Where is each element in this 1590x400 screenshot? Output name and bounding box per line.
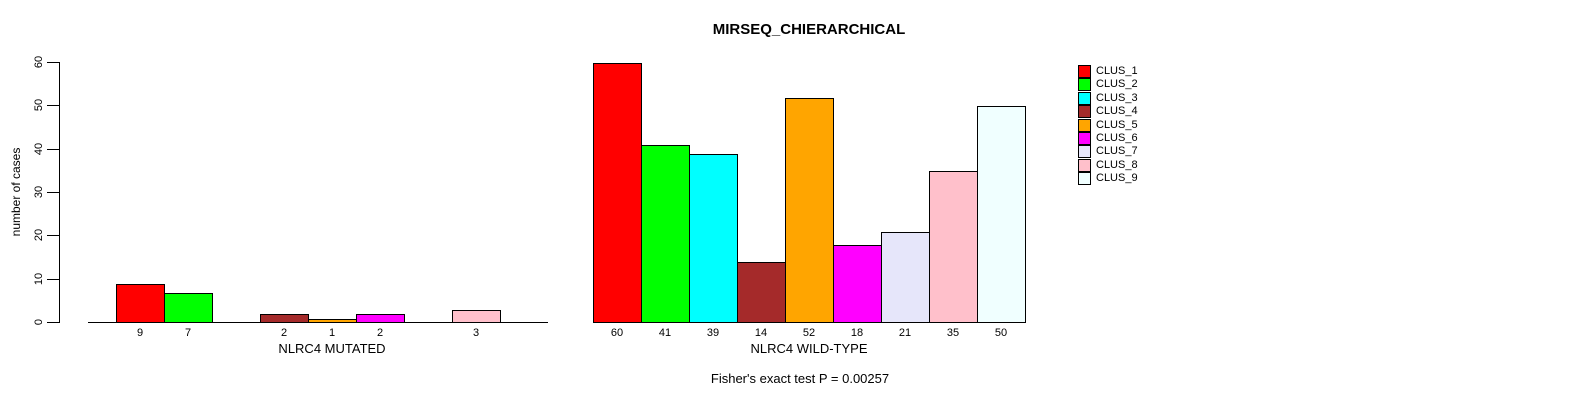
bar-clus_3 (689, 154, 738, 323)
legend-swatch-clus_8 (1078, 158, 1091, 172)
bar-value-label: 9 (136, 327, 144, 339)
legend-swatch-clus_4 (1078, 105, 1091, 119)
legend-swatch-clus_6 (1078, 132, 1091, 145)
bar-value-label: 14 (754, 327, 768, 339)
legend-label-clus_7: CLUS_7 (1096, 145, 1138, 158)
y-axis-tick (47, 62, 60, 63)
bar-value-label: 21 (898, 327, 912, 339)
y-axis-tick (47, 148, 60, 150)
bar-value-label: 2 (280, 327, 288, 339)
y-axis-tick (47, 322, 60, 323)
bar-value-label: 18 (850, 327, 864, 339)
bar-clus_6 (356, 314, 405, 323)
y-axis-tick-label: 40 (33, 142, 45, 155)
bar-clus_2 (164, 293, 213, 323)
y-axis-tick-label: 20 (33, 229, 45, 242)
legend-swatch-clus_1 (1078, 65, 1091, 78)
legend-label-clus_8: CLUS_8 (1096, 158, 1138, 171)
y-axis-tick (47, 105, 60, 107)
bar-clus_8 (929, 171, 978, 323)
y-axis-tick (47, 278, 60, 280)
bar-clus_2 (641, 145, 690, 323)
legend-label-clus_2: CLUS_2 (1096, 78, 1138, 91)
x-axis-label-mutated: NLRC4 MUTATED (278, 341, 386, 356)
legend-swatch-clus_7 (1078, 145, 1091, 159)
legend-swatch-clus_2 (1078, 78, 1091, 92)
legend-label-clus_1: CLUS_1 (1096, 65, 1138, 77)
bar-clus_9 (977, 106, 1026, 323)
bar-value-label: 60 (610, 327, 624, 339)
bar-value-label: 41 (658, 327, 672, 339)
bar-value-label: 7 (184, 327, 192, 339)
legend-label-clus_5: CLUS_5 (1096, 118, 1138, 131)
y-axis-title: number of cases (9, 147, 23, 237)
bar-clus_8 (452, 310, 501, 323)
bar-value-label: 35 (946, 327, 960, 339)
legend-label-clus_6: CLUS_6 (1096, 132, 1138, 144)
legend-swatch-clus_9 (1078, 172, 1091, 186)
bar-value-label: 3 (472, 327, 480, 339)
y-axis-tick (47, 192, 60, 193)
bar-value-label: 1 (328, 327, 336, 339)
x-axis-label-wild-type: NLRC4 WILD-TYPE (750, 341, 868, 356)
bar-clus_7 (881, 232, 930, 323)
bar-value-label: 2 (376, 327, 384, 339)
bar-value-label: 50 (994, 327, 1008, 339)
legend-swatch-clus_5 (1078, 118, 1091, 132)
y-axis-tick (47, 235, 60, 237)
bar-clus_6 (833, 245, 882, 323)
y-axis-tick-label: 60 (33, 55, 45, 69)
y-axis-tick-label: 0 (33, 318, 45, 326)
bar-clus_1 (116, 284, 165, 323)
bar-clus_4 (737, 262, 786, 323)
bar-value-label: 39 (706, 327, 720, 339)
legend-label-clus_4: CLUS_4 (1096, 105, 1138, 118)
bar-clus_5 (785, 98, 834, 323)
bar-clus_5 (308, 319, 357, 323)
bar-clus_4 (260, 314, 309, 323)
bar-value-label: 52 (802, 327, 816, 339)
y-axis-tick-label: 10 (33, 272, 45, 285)
legend-swatch-clus_3 (1078, 91, 1091, 105)
bar-clus_1 (593, 63, 642, 323)
y-axis-tick-label: 30 (33, 185, 45, 199)
chart-title: MIRSEQ_CHIERARCHICAL (712, 21, 906, 38)
legend-label-clus_3: CLUS_3 (1096, 91, 1138, 104)
legend-label-clus_9: CLUS_9 (1096, 172, 1138, 185)
annotation-fisher-test: Fisher's exact test P = 0.00257 (710, 371, 890, 386)
y-axis-tick-label: 50 (33, 99, 45, 112)
